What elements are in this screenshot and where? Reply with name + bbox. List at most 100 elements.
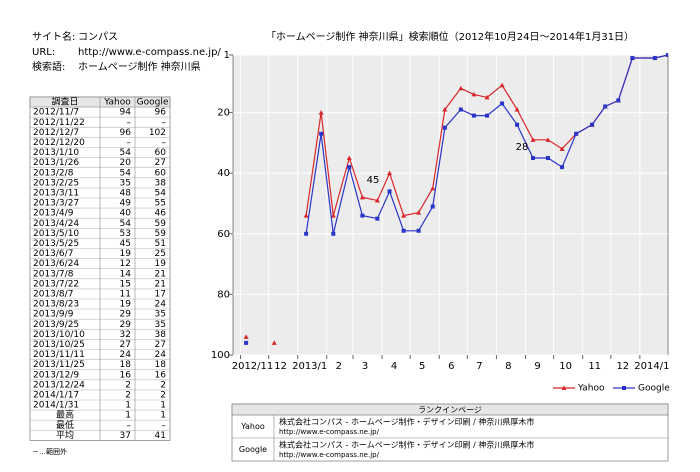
table-cell: 16	[155, 370, 167, 380]
table-cell: –	[127, 118, 132, 128]
table-cell: 2013/10/10	[33, 330, 85, 340]
table-cell: 19	[155, 259, 167, 269]
marker	[387, 170, 393, 176]
marker	[574, 131, 579, 136]
table-cell: –	[162, 421, 167, 431]
marker	[560, 165, 565, 170]
rankin-engine: Google	[239, 445, 267, 454]
y-tick-label: 60	[217, 229, 230, 240]
table-cell: 1	[125, 411, 131, 421]
table-cell: 48	[120, 188, 132, 198]
table-cell: 2012/12/7	[33, 128, 79, 138]
x-tick-label: 2014/1	[634, 361, 669, 372]
x-tick-label: 5	[419, 361, 425, 372]
chart-title: 「ホームページ制作 神奈川県」検索順位（2012年10月24日～2014年1月3…	[266, 30, 634, 43]
table-cell: 2013/6/24	[33, 259, 79, 269]
table-cell: 2013/7/8	[33, 269, 74, 279]
table-cell: 2013/1/26	[33, 158, 79, 168]
table-cell: 2013/8/7	[33, 289, 73, 299]
table-cell: 2013/2/8	[33, 168, 74, 178]
marker	[304, 231, 309, 236]
table-cell: 54	[120, 148, 132, 158]
table-cell: 2	[125, 380, 131, 390]
site: コンパス	[78, 31, 118, 43]
rankin-title: ランクインページ	[418, 406, 482, 415]
rankin-engine: Yahoo	[240, 422, 265, 431]
table-cell: –	[127, 138, 132, 148]
marker	[416, 210, 422, 215]
table-cell: 最高	[56, 409, 74, 421]
table-cell: 2013/3/11	[33, 188, 79, 198]
marker	[616, 98, 621, 103]
marker	[347, 165, 352, 170]
plot-area	[232, 54, 669, 356]
table-cell: 53	[120, 229, 131, 239]
marker	[484, 94, 490, 100]
table-cell: 14	[120, 269, 132, 279]
marker	[530, 137, 536, 142]
table-cell: 94	[120, 108, 132, 118]
legend-label: Google	[638, 384, 670, 394]
table-cell: 59	[155, 229, 167, 239]
x-tick-label: 2	[336, 361, 342, 372]
marker	[401, 228, 406, 233]
table-cell: 24	[120, 350, 132, 360]
marker	[374, 197, 380, 203]
marker	[375, 216, 380, 221]
table-cell: 54	[155, 188, 167, 198]
plot	[243, 53, 668, 345]
table-cell: 2013/12/9	[33, 370, 79, 380]
marker	[531, 156, 535, 161]
table-header: Google	[137, 98, 169, 108]
table-cell: 12	[120, 259, 131, 269]
table-cell: 2013/9/9	[33, 310, 74, 320]
y-tick-label: 20	[217, 108, 230, 119]
table-cell: 2013/3/27	[33, 199, 79, 209]
table-cell: 2013/4/24	[33, 219, 79, 229]
table-cell: 21	[155, 279, 166, 289]
table-cell: 2012/11/7	[33, 108, 79, 118]
legend-label: Yahoo	[577, 384, 605, 394]
table-cell: 1	[160, 401, 166, 411]
table-header: 調査日	[51, 96, 78, 108]
table-cell: 96	[155, 108, 167, 118]
marker	[500, 101, 505, 106]
table-cell: 2013/11/11	[33, 350, 85, 360]
table-cell: 35	[120, 178, 131, 188]
keyword-label: 検索語:	[32, 60, 65, 73]
marker	[387, 189, 392, 194]
marker	[546, 156, 550, 161]
table-cell: 2012/12/20	[33, 138, 85, 148]
table-cell: 19	[120, 300, 132, 310]
x-tick-label: 12	[274, 361, 287, 372]
table-cell: 2012/11/22	[33, 118, 85, 128]
marker	[359, 194, 365, 200]
marker	[244, 340, 249, 345]
legend-marker	[622, 386, 626, 390]
table-cell: 2013/8/23	[33, 300, 79, 310]
series-line	[305, 54, 668, 234]
table-cell: 最低	[56, 419, 74, 431]
table-cell: 17	[155, 289, 166, 299]
x-tick-label: 8	[505, 361, 511, 372]
table-cell: 2013/7/22	[33, 279, 79, 289]
table-cell: 37	[120, 431, 131, 441]
table-cell: 54	[120, 219, 132, 229]
table-cell: –	[162, 118, 167, 128]
marker	[330, 213, 336, 218]
y-tick-label: 100	[211, 350, 230, 361]
table-cell: 38	[155, 178, 167, 188]
table-cell: 2013/6/7	[33, 249, 73, 259]
marker	[346, 155, 352, 161]
marker	[652, 56, 657, 61]
x-tick-label: 11	[588, 361, 601, 372]
table-cell: 45	[120, 239, 131, 249]
rankin-page-url: http://www.e-compass.ne.jp/	[279, 451, 380, 459]
table-cell: 2	[160, 380, 166, 390]
rankin-page-url: http://www.e-compass.ne.jp/	[279, 428, 380, 436]
x-tick-label: 12	[616, 361, 629, 372]
marker	[360, 213, 365, 218]
marker	[319, 131, 324, 136]
table-cell: 35	[155, 310, 166, 320]
